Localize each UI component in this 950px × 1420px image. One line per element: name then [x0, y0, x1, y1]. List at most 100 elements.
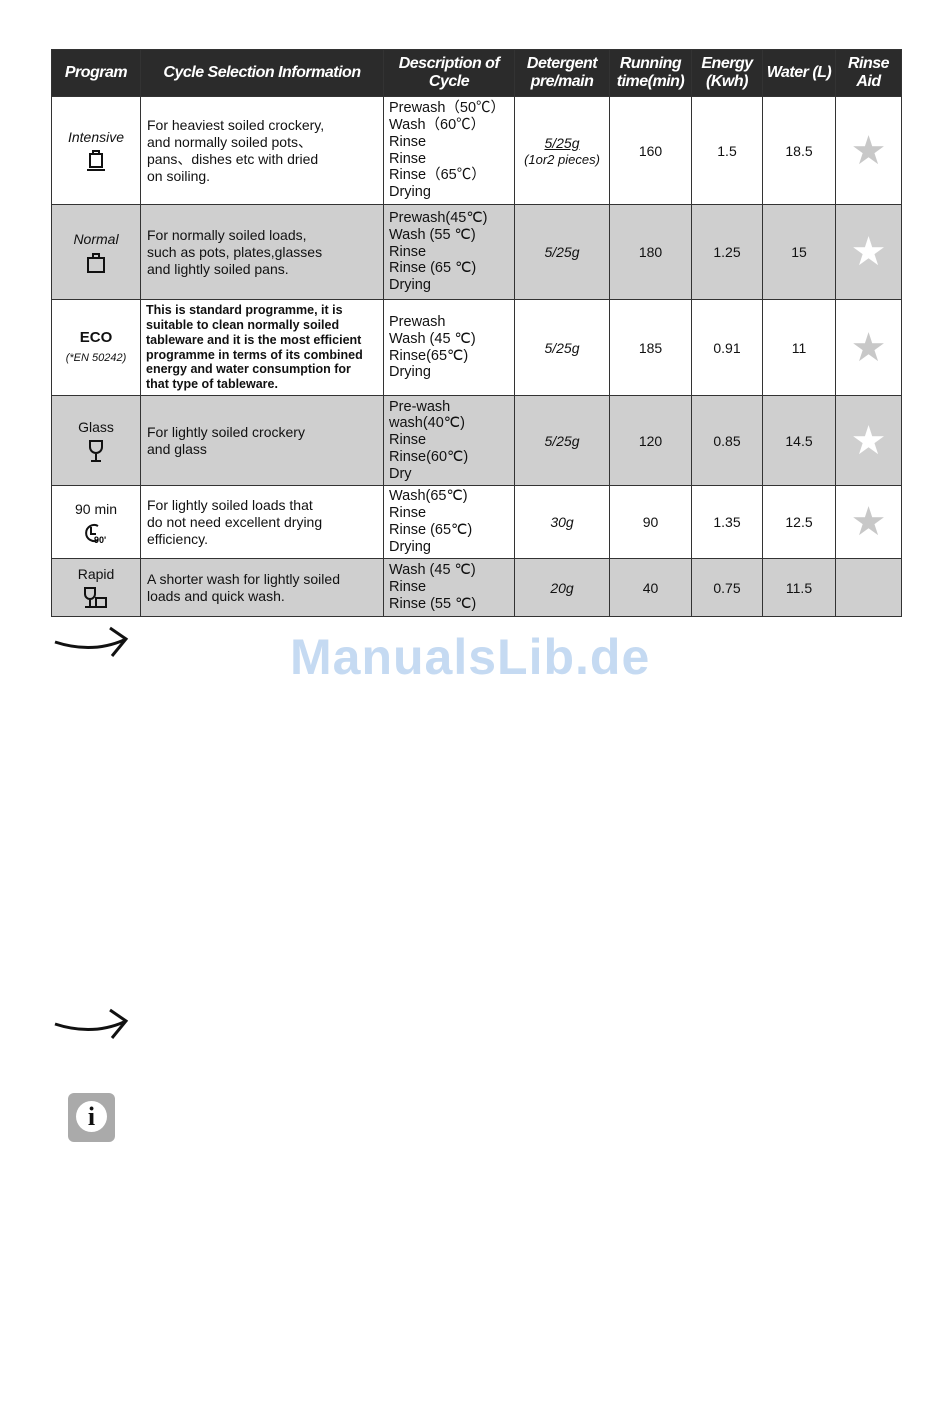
arrow-right-icon	[54, 626, 129, 657]
running-time: 160	[609, 96, 692, 205]
text-line: Wash (55 ℃)	[389, 226, 476, 243]
text-line: Drying	[389, 364, 431, 381]
text-line: Prewash	[389, 313, 446, 330]
program-name: ECO	[79, 328, 113, 346]
text-line: Rinse	[389, 505, 427, 522]
program-name: Glass	[78, 419, 114, 435]
column-header: Cycle Selection Information	[140, 49, 384, 97]
energy: 1.35	[691, 485, 763, 559]
text-line: Pre-wash	[389, 398, 451, 415]
water: 11	[762, 299, 836, 396]
text-line: Rinse(65℃)	[389, 347, 469, 364]
text-line: such as pots, plates,glasses	[147, 243, 323, 260]
text-line: on soiling.	[147, 167, 211, 184]
energy: 1.25	[691, 204, 763, 300]
text-line: Prewash（50℃）	[389, 100, 506, 117]
running-time: 90	[609, 485, 692, 559]
table-row: Rapid A shorter wash for lightly soiled lo…	[51, 558, 902, 617]
text-line: Rinse	[389, 243, 427, 260]
text-line: and glass	[147, 440, 207, 457]
program-name: Normal	[73, 230, 119, 247]
water: 14.5	[762, 395, 836, 486]
text-line: Rinse	[389, 579, 427, 596]
column-header: Water (L)	[762, 49, 836, 97]
column-header: Program	[51, 49, 141, 97]
text-line: This is standard programme, it is	[146, 303, 343, 318]
star-icon: ★	[850, 500, 887, 544]
text-line: Rinse	[389, 432, 427, 449]
table-row: ECO (*EN 50242) This is standard programme…	[51, 299, 902, 396]
star-icon: ★	[850, 128, 887, 173]
detergent-note: (1or2 pieces)	[524, 151, 600, 167]
text-line: For heaviest soiled crockery,	[147, 116, 325, 133]
detergent-amount: 5/25g	[544, 339, 580, 356]
text-line: Rinse (65℃)	[389, 522, 473, 538]
water: 18.5	[762, 96, 836, 205]
table-row: Intensive For heaviest soiled crockery, an…	[51, 96, 902, 205]
detergent-amount: 30g	[550, 514, 574, 530]
text-line: and normally soiled pots、	[147, 133, 312, 150]
energy: 1.5	[691, 96, 763, 205]
text-line: Rinse（65℃）	[389, 167, 486, 184]
text-line: suitable to clean normally soiled	[146, 318, 340, 333]
text-line: Rinse (65 ℃)	[389, 260, 477, 277]
svg-text:90': 90'	[94, 535, 106, 545]
pot-with-base-icon	[52, 149, 140, 173]
energy: 0.75	[691, 558, 763, 617]
program-name: Intensive	[67, 129, 125, 145]
column-header: Rinse Aid	[835, 49, 902, 97]
detergent-amount: 20g	[550, 579, 574, 596]
text-line: For normally soiled loads,	[147, 226, 307, 243]
text-line: A shorter wash for lightly soiled	[147, 570, 340, 587]
text-line: Wash(65℃)	[389, 488, 468, 505]
text-line: energy and water consumption for	[146, 362, 351, 377]
running-time: 180	[609, 204, 692, 300]
arrow-right-icon	[54, 1008, 129, 1039]
table-row: 90 min 90' For lightly soiled loads that do…	[51, 485, 902, 559]
text-line: Drying	[389, 277, 431, 294]
wine-glass-icon	[52, 439, 140, 463]
text-line: For lightly soiled loads that	[147, 496, 313, 513]
text-line: and lightly soiled pans.	[147, 260, 289, 277]
text-line: Wash（60℃）	[389, 116, 486, 133]
text-line: Wash (45 ℃)	[389, 330, 476, 347]
info-icon: i	[68, 1093, 115, 1142]
pot-icon	[52, 251, 140, 275]
energy: 0.91	[691, 299, 763, 396]
table-row: Normal For normally soiled loads, such as …	[51, 204, 902, 300]
column-header: Running time(min)	[609, 49, 692, 97]
text-line: that type of tableware.	[146, 376, 278, 391]
program-table: Program Cycle Selection Information Descri…	[51, 49, 902, 617]
column-header: Description of Cycle	[383, 49, 515, 97]
text-line: Drying	[389, 538, 431, 555]
program-name: Rapid	[77, 566, 115, 582]
text-line: efficiency.	[147, 530, 208, 547]
text-line: loads and quick wash.	[147, 587, 285, 604]
detergent-amount: 5/25g	[544, 244, 580, 260]
water: 15	[762, 204, 836, 300]
text-line: For lightly soiled crockery	[147, 423, 305, 440]
glass-and-cup-icon	[52, 586, 140, 610]
text-line: Wash (45 ℃)	[389, 562, 476, 579]
column-header: Energy (Kwh)	[691, 49, 763, 97]
column-header: Detergent pre/main	[514, 49, 610, 97]
star-icon: ★	[850, 230, 887, 274]
text-line: Rinse	[389, 150, 427, 167]
program-name: 90 min	[74, 500, 118, 517]
detergent-amount: 5/25g	[544, 432, 580, 449]
running-time: 40	[609, 558, 692, 617]
text-line: Rinse (55 ℃)	[389, 595, 477, 612]
text-line: tableware and it is the most efficient	[146, 332, 362, 347]
text-line: Rinse	[389, 133, 427, 150]
detergent-amount: 5/25g	[544, 134, 580, 151]
text-line: do not need excellent drying	[147, 513, 323, 530]
running-time: 120	[609, 395, 692, 486]
text-line: wash(40℃)	[389, 415, 465, 432]
program-note: (*EN 50242)	[65, 351, 127, 364]
text-line: pans、dishes etc with dried	[147, 150, 319, 167]
clock-90-icon: 90'	[52, 521, 140, 545]
water: 11.5	[762, 558, 836, 617]
table-row: Glass For lightly soiled crockery and glas…	[51, 395, 902, 486]
star-icon: ★	[850, 325, 887, 370]
text-line: Rinse(60℃)	[389, 448, 469, 465]
